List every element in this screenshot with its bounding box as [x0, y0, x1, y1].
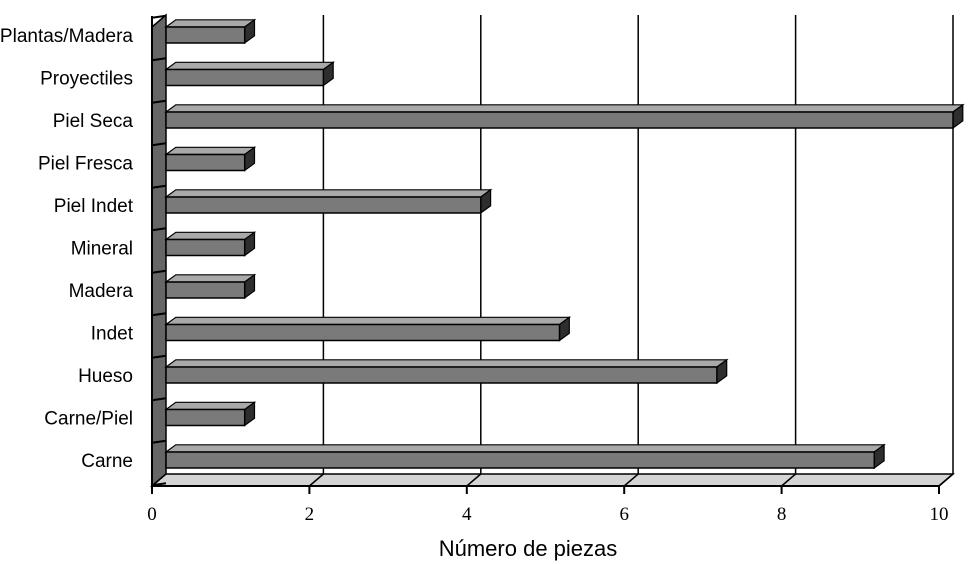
category-label: Mineral [71, 239, 133, 260]
bar [165, 238, 246, 257]
y-tick [151, 57, 167, 62]
bar-top [164, 146, 257, 156]
bar-top [164, 274, 257, 283]
category-label: Piel Indet [54, 196, 134, 217]
y-tick [151, 14, 167, 19]
bar-top [164, 401, 257, 411]
category-label: Hueso [78, 366, 133, 387]
x-tick-label: 6 [619, 504, 629, 525]
y-tick [151, 397, 167, 402]
bar [165, 366, 718, 384]
bar [165, 323, 561, 342]
bar [165, 26, 246, 44]
category-label: Plantas/Madera [0, 26, 133, 47]
y-tick [151, 184, 167, 189]
y-tick [151, 269, 167, 274]
category-label: Proyectiles [40, 69, 133, 90]
bar-top [164, 316, 572, 326]
x-axis-title: Número de piezas [439, 536, 618, 561]
category-label: Indet [91, 324, 134, 345]
category-label: Piel Fresca [38, 154, 133, 175]
bar-top [164, 61, 336, 71]
bars [164, 18, 965, 470]
floor [149, 473, 956, 487]
y-tick [151, 312, 167, 317]
y-tick [151, 227, 167, 232]
gridlines [308, 15, 954, 487]
y-tick [151, 354, 167, 359]
bar [165, 153, 246, 172]
bar-top [164, 104, 965, 113]
x-tick-label: 2 [305, 504, 315, 525]
bar [165, 408, 246, 427]
y-tick [151, 482, 167, 487]
gridline-floor [466, 473, 482, 487]
gridline-floor [938, 473, 954, 487]
bar [165, 196, 482, 214]
y-tick [151, 99, 167, 104]
bar [165, 451, 876, 469]
bar-top [164, 19, 257, 28]
category-label: Madera [69, 281, 134, 302]
bar [165, 111, 954, 129]
bar [165, 68, 325, 87]
gridline-floor [781, 473, 797, 487]
bar-top [164, 359, 729, 368]
y-tick [151, 142, 167, 147]
x-tick-label: 8 [777, 504, 787, 525]
bar-top [164, 189, 493, 198]
bar [165, 281, 246, 299]
gridline-floor [623, 473, 639, 487]
x-tick-label: 10 [930, 504, 949, 525]
gridline-floor [308, 473, 324, 487]
category-label: Piel Seca [53, 111, 134, 132]
category-label: Carne [81, 451, 133, 472]
category-label: Carne/Piel [44, 409, 133, 430]
side-wall [151, 13, 167, 488]
axes [151, 14, 940, 494]
x-tick-label: 4 [462, 504, 472, 525]
y-tick [151, 439, 167, 444]
labels: Plantas/Madera Proyectiles Piel Seca Piel F… [0, 26, 949, 525]
bar-top [164, 231, 257, 241]
x-tick-label: 0 [147, 504, 157, 525]
bar-top [164, 444, 886, 453]
